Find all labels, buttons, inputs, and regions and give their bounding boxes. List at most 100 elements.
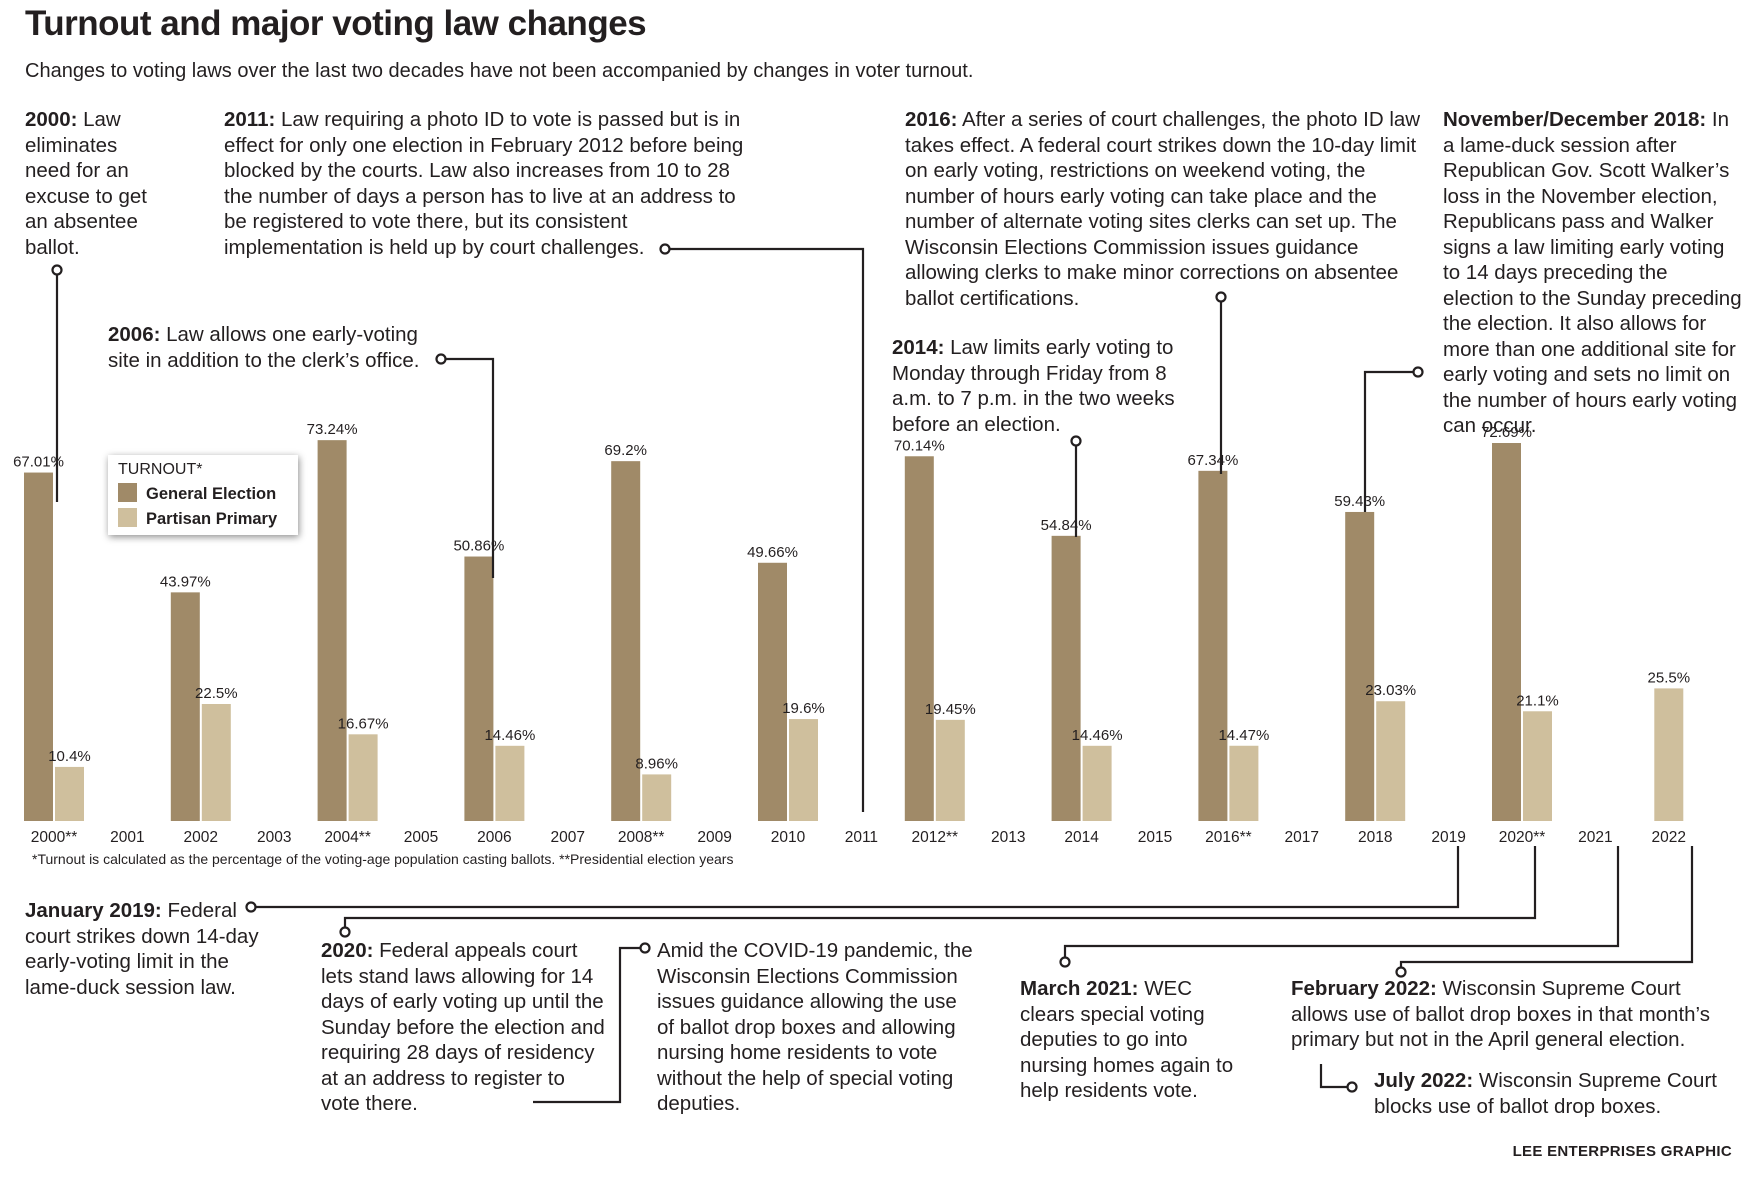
connector-2006	[441, 357, 495, 578]
bar-primary-2000	[55, 766, 84, 821]
bar-general-2000	[24, 472, 53, 821]
x-tick-label-2021: 2021	[1578, 829, 1612, 846]
annotation-2006: 2006: Law allows one early-voting site i…	[108, 323, 420, 372]
footnote: *Turnout is calculated as the percentage…	[32, 851, 734, 867]
connector-2014-dot	[1070, 435, 1082, 447]
connector-covid-dot	[639, 942, 651, 954]
bar-primary-2016	[1229, 745, 1259, 821]
connector-2018-dot	[1412, 366, 1424, 378]
annotation-2022-jul: July 2022: Wisconsin Supreme Court block…	[1374, 1069, 1717, 1118]
data-label-primary-2006: 14.46%	[484, 727, 535, 744]
legend-swatch-primary	[118, 508, 137, 527]
annotation-2000: 2000: Law eliminates need for an excuse …	[25, 108, 147, 259]
annotation-connectors	[55, 247, 1694, 1104]
chart-title: Turnout and major voting law changes	[25, 4, 647, 43]
connector-2020	[343, 846, 1537, 932]
data-label-general-2014: 54.84%	[1041, 517, 1092, 534]
data-label-primary-2014: 14.46%	[1072, 727, 1123, 744]
x-tick-label-2017: 2017	[1285, 829, 1319, 846]
x-tick-label-2003: 2003	[257, 829, 291, 846]
x-tick-label-2022: 2022	[1652, 829, 1686, 846]
x-tick-label-2012: 2012**	[912, 829, 959, 846]
data-label-general-2004: 73.24%	[307, 421, 358, 438]
connector-covid	[533, 946, 645, 1104]
legend-label-general: General Election	[146, 485, 277, 503]
data-label-primary-2022: 25.5%	[1648, 669, 1691, 686]
data-label-general-2020: 72.69%	[1481, 424, 1532, 441]
data-label-primary-2004: 16.67%	[338, 715, 389, 732]
data-label-primary-2008: 8.96%	[635, 755, 678, 772]
connector-2016-dot	[1215, 291, 1227, 303]
data-label-general-2016: 67.34%	[1187, 452, 1238, 469]
bar-primary-2006	[495, 745, 525, 821]
x-tick-label-2000: 2000**	[31, 829, 78, 846]
connector-2011-dot	[659, 243, 671, 255]
connector-2019	[251, 846, 1460, 909]
connector-2018	[1363, 370, 1418, 512]
credit: LEE ENTERPRISES GRAPHIC	[1512, 1143, 1732, 1160]
bar-group: 67.01% 10.4% 2000** 2001 43.97% 22.5% 2002 2003…	[13, 421, 1690, 846]
chart-subtitle: Changes to voting laws over the last two…	[25, 60, 974, 82]
connector-2022-feb	[1399, 846, 1694, 972]
x-tick-label-2015: 2015	[1138, 829, 1172, 846]
connector-2006-dot	[435, 353, 447, 365]
annotation-2018: November/December 2018: In a lame-duck s…	[1443, 108, 1742, 437]
annotation-2011: 2011: Law requiring a photo ID to vote i…	[224, 108, 744, 259]
legend-item-primary: Partisan Primary	[118, 508, 277, 529]
bar-general-2020	[1492, 443, 1521, 821]
x-tick-label-2010: 2010	[771, 829, 806, 846]
bar-general-2004	[317, 440, 347, 821]
connector-2022-jul-dot	[1346, 1081, 1358, 1093]
bar-general-2016	[1198, 470, 1228, 821]
legend-title: TURNOUT*	[118, 461, 203, 478]
data-label-primary-2000: 10.4%	[48, 748, 91, 765]
bar-primary-2002	[201, 704, 231, 821]
annotation-2014: 2014: Law limits early voting to Monday …	[892, 336, 1175, 436]
x-tick-label-2005: 2005	[404, 829, 438, 846]
bar-general-2010	[758, 562, 787, 821]
annotation-2022-feb: February 2022: Wisconsin Supreme Court a…	[1291, 977, 1710, 1051]
x-tick-label-2004: 2004**	[324, 829, 371, 846]
annotation-covid: Amid the COVID-19 pandemic, the Wisconsi…	[657, 939, 973, 1115]
bar-primary-2014	[1082, 745, 1112, 821]
data-label-primary-2016: 14.47%	[1218, 727, 1269, 744]
x-tick-label-2009: 2009	[697, 829, 731, 846]
data-label-general-2008: 69.2%	[604, 442, 647, 459]
x-tick-label-2008: 2008**	[618, 829, 665, 846]
bar-primary-2022	[1654, 688, 1684, 821]
bar-general-2008	[611, 461, 641, 821]
legend-label-primary: Partisan Primary	[146, 510, 278, 528]
legend-item-general: General Election	[118, 483, 276, 504]
bar-primary-2020	[1523, 711, 1552, 821]
data-label-primary-2020: 21.1%	[1516, 692, 1559, 709]
data-label-general-2006: 50.86%	[453, 538, 504, 555]
x-tick-label-2014: 2014	[1064, 829, 1099, 846]
data-label-primary-2012: 19.45%	[925, 701, 976, 718]
x-tick-label-2001: 2001	[110, 829, 144, 846]
connector-2011	[665, 247, 865, 812]
data-label-primary-2018: 23.03%	[1365, 682, 1416, 699]
bar-general-2002	[170, 592, 200, 821]
bar-general-2012	[904, 456, 934, 821]
bar-primary-2008	[642, 774, 672, 821]
connector-2022-feb-dot	[1395, 966, 1407, 978]
data-label-general-2002: 43.97%	[160, 573, 211, 590]
legend: TURNOUT* General Election Partisan Prima…	[108, 455, 298, 535]
data-label-primary-2002: 22.5%	[195, 685, 238, 702]
bar-general-2006	[464, 556, 494, 821]
x-tick-label-2006: 2006	[477, 829, 511, 846]
annotation-2019: January 2019: Federal court strikes down…	[25, 899, 259, 999]
bar-primary-2018	[1376, 701, 1406, 821]
bar-primary-2012	[935, 719, 965, 821]
connector-2021-dot	[1059, 956, 1071, 968]
legend-swatch-general	[118, 483, 137, 502]
connector-2022-jul	[1319, 1064, 1350, 1089]
data-label-general-2012: 70.14%	[894, 437, 945, 454]
annotation-dots	[51, 243, 1424, 1093]
bar-primary-2004	[348, 734, 378, 821]
bar-general-2014	[1051, 535, 1081, 821]
data-label-general-2010: 49.66%	[747, 544, 798, 561]
data-label-general-2000: 67.01%	[13, 454, 64, 471]
connector-2020-dot	[339, 926, 351, 938]
